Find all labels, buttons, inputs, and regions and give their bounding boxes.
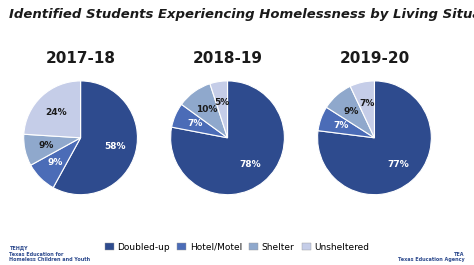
Text: 9%: 9% [48,158,64,167]
Text: 24%: 24% [46,108,67,117]
Text: 7%: 7% [188,119,203,128]
Wedge shape [53,81,137,195]
Text: Identified Students Experiencing Homelessness by Living Situation: Identified Students Experiencing Homeles… [9,8,474,21]
Wedge shape [350,81,374,138]
Wedge shape [24,134,81,165]
Wedge shape [171,81,284,195]
Title: 2019-20: 2019-20 [339,51,410,65]
Wedge shape [31,138,81,188]
Text: 78%: 78% [239,161,261,170]
Text: 7%: 7% [359,99,374,108]
Wedge shape [24,81,81,138]
Text: TEA
Texas Education Agency: TEA Texas Education Agency [398,251,465,262]
Legend: Doubled-up, Hotel/Motel, Shelter, Unsheltered: Doubled-up, Hotel/Motel, Shelter, Unshel… [101,239,373,255]
Text: 9%: 9% [38,141,54,150]
Text: TEHДY
Texas Education for
Homeless Children and Youth: TEHДY Texas Education for Homeless Child… [9,246,91,262]
Text: 10%: 10% [196,105,218,114]
Text: 58%: 58% [104,142,126,151]
Text: 5%: 5% [214,99,229,108]
Text: 7%: 7% [334,121,349,130]
Text: 77%: 77% [387,160,409,169]
Wedge shape [318,81,431,195]
Title: 2018-19: 2018-19 [192,51,263,65]
Text: 9%: 9% [344,107,359,116]
Wedge shape [210,81,228,138]
Wedge shape [182,84,228,138]
Wedge shape [327,86,374,138]
Wedge shape [318,107,374,138]
Wedge shape [172,104,228,138]
Title: 2017-18: 2017-18 [46,51,116,65]
